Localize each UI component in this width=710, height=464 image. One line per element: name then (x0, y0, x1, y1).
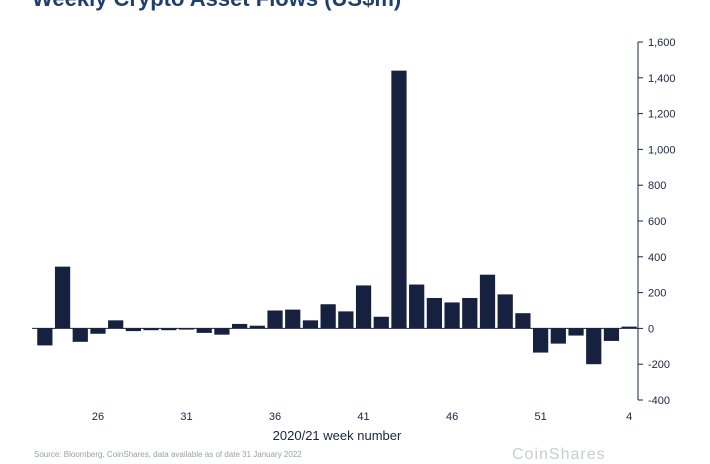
bar (550, 328, 566, 344)
bar (479, 274, 496, 329)
bar (409, 284, 425, 329)
y-tick-label: 1,600 (648, 37, 676, 49)
bar (214, 328, 230, 335)
bar (497, 294, 513, 329)
bar (249, 325, 265, 329)
x-tick-label: 46 (446, 411, 458, 423)
bar (90, 328, 106, 334)
bar (603, 328, 620, 341)
bar (196, 328, 212, 333)
x-tick-label: 41 (357, 411, 369, 423)
x-axis-title: 2020/21 week number (273, 428, 402, 443)
y-tick-label: -400 (648, 395, 670, 407)
bar (37, 328, 53, 346)
bar (178, 328, 195, 330)
y-tick-label: 1,400 (648, 73, 676, 85)
y-tick-label: 800 (648, 180, 666, 192)
source-note: Source: Bloomberg, CoinShares, data avai… (34, 450, 302, 459)
x-tick-label: 36 (269, 411, 281, 423)
y-tick-label: 1,000 (648, 144, 676, 156)
bar (533, 328, 549, 353)
bar (373, 316, 389, 329)
bar (621, 326, 637, 329)
bar (355, 285, 372, 329)
bar (267, 310, 283, 329)
x-tick-label: 31 (180, 411, 192, 423)
x-tick-label: 26 (92, 411, 104, 423)
bar (125, 328, 141, 332)
bar (232, 323, 248, 329)
bar (515, 313, 531, 329)
y-tick-label: 600 (648, 216, 666, 228)
bar (568, 328, 584, 336)
x-tick-label: 4 (626, 411, 632, 423)
bar (54, 266, 71, 329)
chart-title: Weekly Crypto Asset Flows (US$m) (32, 0, 401, 12)
bar (72, 328, 88, 342)
bar (391, 70, 407, 329)
y-tick-label: 0 (648, 323, 654, 335)
x-tick-label: 51 (534, 411, 546, 423)
bar (302, 320, 319, 329)
bar (320, 304, 336, 329)
y-tick-label: 400 (648, 252, 666, 264)
bar (338, 311, 354, 329)
watermark-logo: CoinShares (512, 446, 606, 463)
bar (143, 328, 159, 331)
bar (426, 297, 442, 329)
bar (161, 328, 177, 331)
bar (444, 302, 460, 329)
bar (285, 309, 301, 329)
y-tick-label: -200 (648, 359, 670, 371)
y-tick-label: 200 (648, 288, 666, 300)
bar (462, 297, 478, 329)
bar (586, 328, 602, 365)
bar (108, 320, 124, 329)
y-tick-label: 1,200 (648, 109, 676, 121)
